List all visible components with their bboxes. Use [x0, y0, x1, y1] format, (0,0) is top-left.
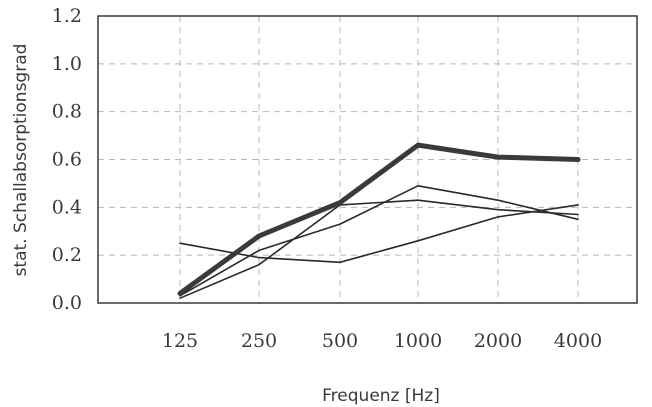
y-tick-label: 0.2 — [52, 244, 82, 266]
y-tick-label: 0.0 — [52, 292, 82, 314]
y-axis-label: stat. Schallabsorptionsgrad — [11, 44, 31, 277]
y-tick-label: 0.4 — [52, 196, 82, 218]
y-tick-labels: 0.0 0.2 0.4 0.6 0.8 1.0 1.2 — [52, 5, 82, 314]
x-axis-label: Frequenz [Hz] — [322, 386, 440, 406]
x-tick-label: 2000 — [474, 330, 522, 352]
x-tick-label: 125 — [162, 330, 198, 352]
y-tick-label: 1.2 — [52, 5, 82, 27]
y-tick-label: 0.8 — [52, 101, 82, 123]
plot-frame — [97, 15, 638, 304]
x-tick-label: 1000 — [394, 330, 442, 352]
y-tick-label: 1.0 — [52, 53, 82, 75]
series-line-1 — [177, 142, 581, 296]
series-line-3 — [179, 199, 579, 300]
x-tick-labels: 125 250 500 1000 2000 4000 — [162, 330, 602, 352]
series-layer — [177, 142, 581, 300]
x-tick-label: 4000 — [554, 330, 602, 352]
grid-layer — [98, 16, 637, 303]
series-line-4 — [179, 204, 579, 264]
x-tick-label: 250 — [241, 330, 277, 352]
x-tick-label: 500 — [322, 330, 358, 352]
series-line-2 — [179, 185, 579, 297]
y-tick-label: 0.6 — [52, 149, 82, 171]
